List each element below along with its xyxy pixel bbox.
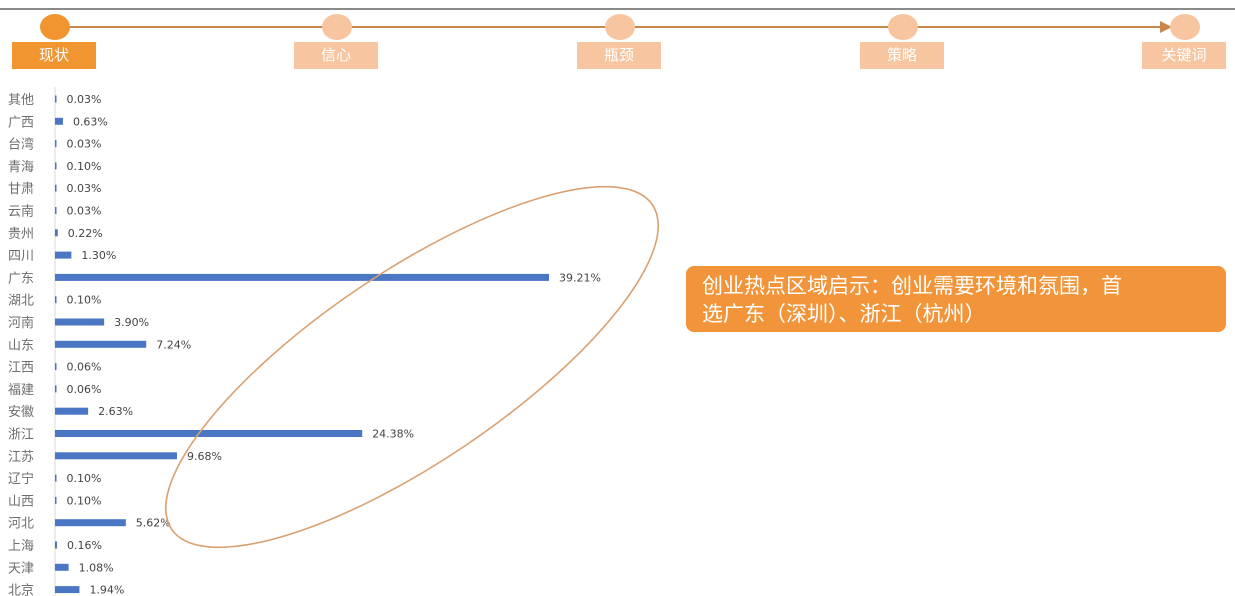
bar: [55, 519, 126, 527]
bar: [55, 496, 57, 504]
bar: [55, 430, 363, 437]
category-label: 浙江: [8, 428, 34, 443]
data-label: 7.24%: [156, 338, 191, 351]
bar: [55, 541, 58, 549]
data-label: 5.62%: [136, 517, 171, 530]
bar: [55, 184, 57, 192]
category-label: 辽宁: [8, 471, 34, 487]
timeline-step-bottleneck[interactable]: 瓶颈: [575, 12, 665, 72]
data-label: 1.30%: [81, 249, 116, 262]
data-label: 0.06%: [67, 383, 102, 396]
timeline-dot-icon: [1170, 14, 1200, 40]
data-label: 0.03%: [67, 205, 102, 218]
data-label: 39.21%: [559, 271, 601, 284]
data-label: 0.06%: [67, 361, 102, 374]
data-label: 3.90%: [114, 316, 149, 329]
progress-timeline: 现状 信心 瓶颈 策略 关键词: [0, 0, 1235, 80]
data-label: 1.94%: [89, 584, 124, 596]
timeline-step-label: 策略: [860, 42, 944, 69]
bar: [55, 586, 80, 594]
timeline-dot-icon: [605, 14, 635, 40]
data-label: 0.03%: [67, 182, 102, 195]
category-label: 天津: [8, 561, 34, 576]
category-label: 江苏: [8, 449, 34, 465]
data-label: 2.63%: [98, 405, 133, 418]
timeline-step-keywords[interactable]: 关键词: [1140, 12, 1230, 72]
bar: [55, 563, 69, 571]
data-label: 0.63%: [73, 115, 108, 128]
category-label: 台湾: [8, 137, 34, 153]
category-label: 云南: [8, 204, 34, 220]
category-label: 福建: [8, 383, 34, 398]
insight-callout: 创业热点区域启示：创业需要环境和氛围，首 选广东（深圳）、浙江（杭州）: [686, 266, 1226, 332]
data-label: 0.03%: [67, 138, 102, 151]
bar: [55, 251, 72, 259]
timeline-arrow-icon: [1160, 21, 1172, 33]
bar: [55, 318, 105, 326]
timeline-step-label: 现状: [12, 42, 96, 69]
category-label: 广西: [8, 115, 34, 130]
category-label: 湖北: [8, 294, 34, 309]
category-label: 河南: [8, 315, 34, 331]
bar: [55, 296, 57, 304]
category-label: 江西: [8, 361, 34, 376]
category-label: 上海: [8, 539, 34, 554]
data-label: 0.10%: [67, 160, 102, 173]
timeline-dot-icon: [888, 14, 918, 40]
category-label: 贵州: [8, 227, 34, 242]
bar: [55, 452, 177, 460]
bar: [55, 340, 147, 348]
data-label: 0.10%: [67, 294, 102, 307]
timeline-step-confidence[interactable]: 信心: [292, 12, 382, 72]
callout-line-1: 创业热点区域启示：创业需要环境和氛围，首: [702, 274, 1122, 298]
category-label: 其他: [8, 93, 34, 108]
bar: [55, 273, 550, 281]
data-label: 9.68%: [187, 450, 222, 463]
timeline-step-label: 关键词: [1142, 42, 1226, 69]
bar: [55, 117, 63, 125]
data-label: 1.08%: [79, 561, 114, 574]
bar: [55, 207, 57, 214]
data-label: 0.10%: [67, 472, 102, 485]
bar: [55, 162, 57, 170]
data-label: 0.22%: [68, 227, 103, 240]
province-bar-chart: 其他 0.03% 广西 0.63% 台湾 0.03% 青海 0.10% 甘肃 0.03% 云南 0.0…: [8, 87, 601, 596]
top-border: [0, 8, 1235, 10]
data-label: 0.03%: [67, 93, 102, 106]
timeline-step-label: 信心: [294, 42, 378, 69]
category-label: 青海: [8, 160, 34, 175]
timeline-step-status[interactable]: 现状: [10, 12, 100, 72]
category-label: 河北: [8, 517, 34, 532]
category-label: 甘肃: [8, 182, 34, 197]
bar: [55, 474, 57, 482]
category-label: 安徽: [8, 405, 34, 420]
timeline-step-label: 瓶颈: [577, 42, 661, 69]
bar: [55, 95, 57, 103]
bar: [55, 140, 57, 148]
data-label: 24.38%: [372, 428, 414, 441]
bar: [55, 385, 57, 393]
category-label: 广东: [8, 271, 34, 286]
category-label: 北京: [8, 584, 34, 596]
category-label: 四川: [8, 249, 34, 264]
timeline-dot-icon: [40, 14, 70, 40]
bar: [55, 229, 58, 237]
category-label: 山东: [8, 338, 34, 353]
timeline-dot-icon: [322, 14, 352, 40]
bar: [55, 407, 89, 415]
category-label: 山西: [8, 494, 34, 509]
data-label: 0.16%: [67, 539, 102, 552]
bar: [55, 363, 57, 371]
data-label: 0.10%: [67, 494, 102, 507]
callout-line-2: 选广东（深圳）、浙江（杭州）: [702, 302, 986, 326]
timeline-step-strategy[interactable]: 策略: [858, 12, 948, 72]
